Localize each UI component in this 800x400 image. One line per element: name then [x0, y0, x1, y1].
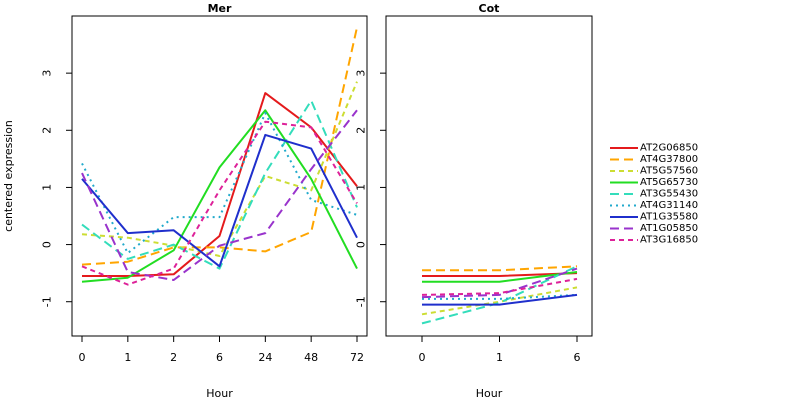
series-line [81, 109, 358, 281]
y-tick-label: 2 [41, 127, 54, 134]
x-tick-label: 0 [419, 351, 426, 364]
series-line [81, 81, 358, 257]
legend-label: AT1G05850 [640, 223, 698, 234]
series-line [81, 109, 358, 283]
x-tick-label: 0 [79, 351, 86, 364]
x-axis-title: Hour [206, 387, 233, 400]
y-tick-label: 2 [355, 127, 368, 134]
legend-label: AT3G16850 [640, 235, 698, 246]
plot-frame [385, 15, 593, 337]
x-tick-label: 6 [574, 351, 581, 364]
series-line [81, 120, 358, 286]
plot-frame [71, 15, 368, 337]
y-tick-label: 1 [41, 184, 54, 191]
panel-title: Cot [479, 2, 500, 15]
x-tick-label: 6 [216, 351, 223, 364]
y-tick-label: 3 [41, 70, 54, 77]
x-tick-label: 1 [124, 351, 131, 364]
x-tick-label: 1 [496, 351, 503, 364]
legend-label: AT5G57560 [640, 166, 698, 177]
x-tick-label: 48 [304, 351, 318, 364]
legend-label: AT5G65730 [640, 177, 698, 188]
series-line [422, 272, 578, 277]
series-line [81, 27, 358, 266]
series-line [422, 293, 578, 300]
series-line [422, 265, 578, 272]
legend-label: AT2G06850 [640, 143, 698, 154]
y-tick-label: -1 [355, 296, 368, 307]
series-line [421, 277, 578, 296]
series-line [81, 112, 358, 255]
legend-label: AT1G35580 [640, 212, 698, 223]
series-line [422, 293, 578, 306]
legend-label: AT3G55430 [640, 189, 698, 200]
y-tick-label: 0 [355, 241, 368, 248]
series-line [81, 133, 358, 268]
y-axis-title: centered expression [2, 120, 15, 232]
legend-label: AT4G31140 [640, 200, 698, 211]
x-axis-title: Hour [476, 387, 503, 400]
x-tick-label: 72 [350, 351, 364, 364]
series-line [421, 286, 578, 316]
y-tick-label: -1 [41, 296, 54, 307]
y-tick-label: 1 [355, 184, 368, 191]
legend-label: AT4G37800 [640, 154, 698, 165]
y-tick-label: 3 [355, 70, 368, 77]
x-tick-label: 24 [258, 351, 272, 364]
series-line [422, 271, 578, 283]
series-line [421, 267, 578, 299]
panel-title: Mer [208, 2, 232, 15]
y-tick-label: 0 [41, 241, 54, 248]
series-line [81, 99, 358, 270]
x-tick-label: 2 [170, 351, 177, 364]
series-line [82, 92, 358, 277]
